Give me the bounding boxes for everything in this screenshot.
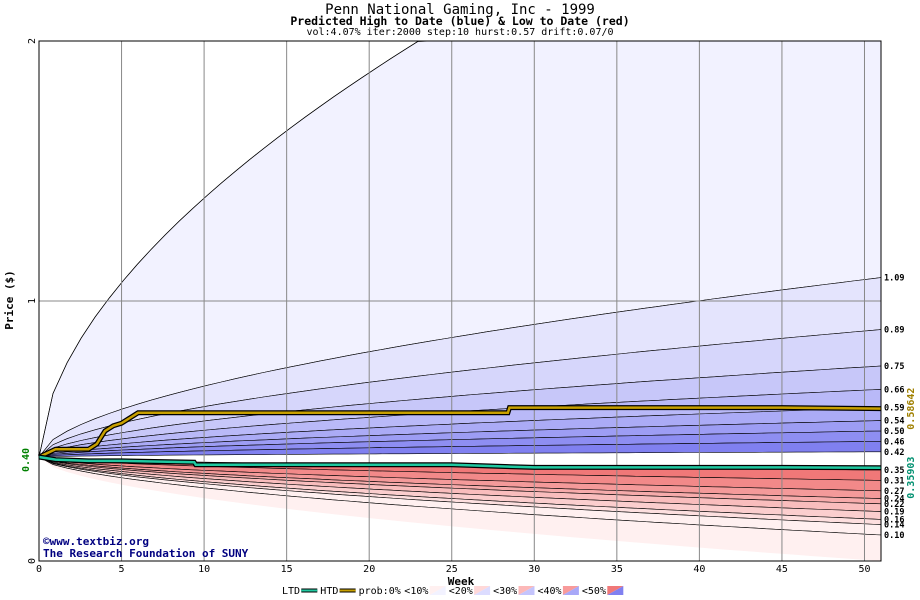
legend-swatch (562, 586, 579, 595)
start-price-label: 0.40 (21, 448, 32, 472)
htd-final-value: 0.58642 (906, 388, 917, 430)
low-band-end-label: 0.27 (884, 487, 904, 497)
high-band-end-label: 0.42 (884, 448, 904, 458)
series-lines (37, 405, 882, 471)
legend-item-label: <20% (449, 586, 473, 597)
legend-item-label: LTD (282, 586, 300, 597)
chart-params: vol:4.07% iter:2000 step:10 hurst:0.57 d… (306, 27, 614, 38)
low-band-end-label: 0.35 (884, 466, 904, 476)
x-tick-label: 15 (281, 564, 293, 575)
legend-item-label: prob:0% (359, 586, 401, 597)
high-band-end-label: 0.46 (884, 437, 904, 447)
high-band-end-label: 0.75 (884, 362, 904, 372)
y-axis-label: Price ($) (3, 270, 16, 330)
low-band-end-label: 0.19 (884, 508, 904, 518)
chart-title: Penn National Gaming, Inc - 1999 (325, 2, 595, 18)
low-band-end-label: 0.10 (884, 531, 904, 541)
legend-item-label: HTD (320, 586, 338, 597)
legend-item-label: <40% (538, 586, 562, 597)
legend-swatch (474, 586, 491, 595)
low-band-end-label: 0.14 (884, 521, 904, 531)
high-band-end-label: 0.66 (884, 385, 904, 395)
low-band-end-label: 0.22 (884, 500, 904, 510)
chart-subtitle: Predicted High to Date (blue) & Low to D… (290, 14, 630, 28)
x-tick-label: 50 (858, 564, 870, 575)
legend-swatch (607, 586, 624, 595)
high-band-end-label: 0.50 (884, 427, 904, 437)
legend-item-label: <30% (493, 586, 517, 597)
low-band-end-label: 0.16 (884, 515, 904, 525)
high-band-end-label: 0.59 (884, 404, 904, 414)
legend-item-label: <50% (582, 586, 606, 597)
x-tick-label: 45 (776, 564, 788, 575)
y-tick-label: 1 (27, 298, 38, 304)
legend-swatch (429, 586, 446, 595)
x-axis-label: Week (448, 575, 475, 588)
high-band-end-label: 1.09 (884, 274, 904, 284)
x-tick-label: 10 (198, 564, 210, 575)
x-tick-label: 35 (611, 564, 623, 575)
end-labels: 1.090.890.750.660.590.540.500.460.420.35… (884, 274, 917, 541)
low-band-end-label: 0.24 (884, 495, 904, 505)
series-htd (38, 406, 882, 459)
x-tick-label: 40 (693, 564, 705, 575)
x-tick-label: 20 (363, 564, 375, 575)
high-band-end-label: 0.54 (884, 417, 904, 427)
low-band-end-label: 0.31 (884, 476, 904, 486)
series-ltd (38, 455, 882, 469)
x-tick-label: 0 (36, 564, 42, 575)
x-tick-label: 25 (446, 564, 458, 575)
watermark-org: The Research Foundation of SUNY (43, 547, 249, 560)
axis-ticks: 0 5 10 15 20 25 30 35 40 45 50 0 1 2 (27, 38, 871, 575)
legend: LTD HTD prob:0% <10% <20% <30% <40% <50% (282, 586, 624, 597)
plot-border (38, 40, 882, 562)
low-band-outer (39, 457, 881, 561)
plot-frame (38, 40, 882, 562)
high-band-end-label: 0.89 (884, 326, 904, 336)
legend-item-label: <10% (404, 586, 428, 597)
legend-swatch (518, 586, 535, 595)
x-tick-label: 5 (119, 564, 125, 575)
y-tick-label: 2 (27, 38, 38, 44)
x-tick-label: 30 (528, 564, 540, 575)
ltd-final-value: 0.35903 (906, 457, 917, 499)
y-tick-label: 0 (27, 558, 38, 564)
watermark-url: ©www.textbiz.org (43, 535, 149, 548)
